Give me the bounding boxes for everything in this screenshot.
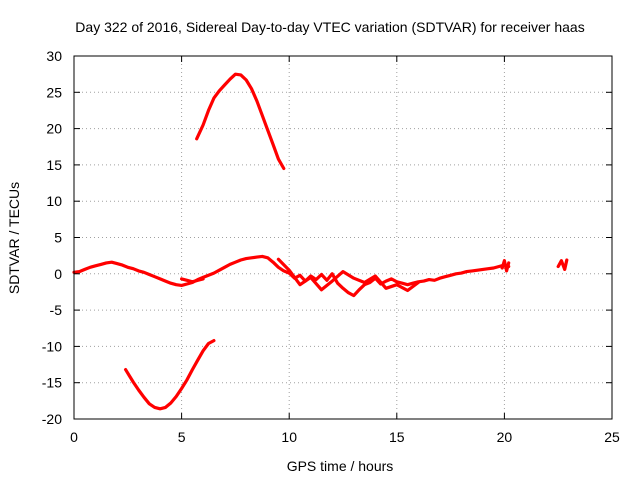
x-axis-label: GPS time / hours (287, 458, 394, 474)
y-tick-label: 25 (46, 84, 62, 100)
y-tick-label: 30 (46, 48, 62, 64)
series-line-lower-arc (124, 339, 216, 411)
series-line-segment-23h (556, 258, 569, 271)
grid (74, 56, 612, 419)
x-tick-label: 15 (389, 429, 405, 445)
series-line-secondary-track (276, 257, 420, 293)
series-group (72, 72, 569, 411)
y-tick-label: -10 (42, 338, 62, 354)
x-tick-label: 25 (604, 429, 620, 445)
series-line-segment-20h (500, 259, 511, 273)
x-tick-label: 20 (497, 429, 513, 445)
y-tick-label: 15 (46, 157, 62, 173)
series-line-upper-arc (195, 72, 286, 171)
x-tick-label: 10 (281, 429, 297, 445)
chart-title: Day 322 of 2016, Sidereal Day-to-day VTE… (75, 19, 584, 35)
y-tick-label: -20 (42, 411, 62, 427)
y-tick-label: -15 (42, 375, 62, 391)
series-line-tail (180, 277, 205, 284)
x-tick-label: 0 (70, 429, 78, 445)
y-tick-label: -5 (50, 302, 63, 318)
y-tick-label: 10 (46, 193, 62, 209)
y-tick-label: 20 (46, 121, 62, 137)
x-tick-label: 5 (178, 429, 186, 445)
y-axis-label: SDTVAR / TECUs (6, 182, 22, 294)
y-tick-label: 5 (54, 230, 62, 246)
y-tick-label: 0 (54, 266, 62, 282)
ticks: 0 5 10 15 20 25 -20 -15 -10 -5 0 5 10 15 20 25 30 (42, 48, 620, 445)
